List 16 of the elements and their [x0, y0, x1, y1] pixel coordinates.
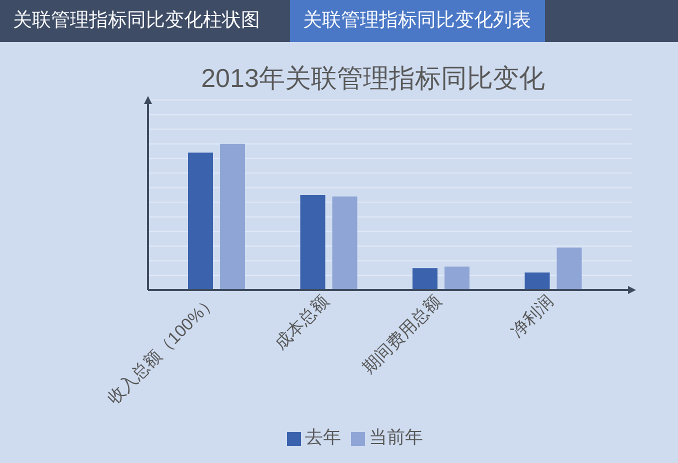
legend-label: 去年: [305, 427, 341, 447]
x-tick-label: 成本总额: [270, 292, 332, 354]
bar: [524, 272, 550, 290]
bar: [188, 152, 213, 290]
bar: [220, 144, 245, 290]
x-tick-label: 净利润: [507, 292, 557, 342]
bar: [412, 268, 438, 290]
bar: [300, 195, 326, 290]
legend-label: 当前年: [369, 427, 423, 447]
text: 关联管理指标同比变化列表: [290, 0, 545, 42]
x-tick-label: 期间费用总额: [359, 292, 445, 378]
bar: [332, 196, 358, 290]
bar: [444, 266, 470, 290]
chart-title: 2013年关联管理指标同比变化: [200, 62, 546, 95]
bar: [556, 248, 582, 290]
text: 关联管理指标同比变化柱状图: [12, 9, 261, 33]
